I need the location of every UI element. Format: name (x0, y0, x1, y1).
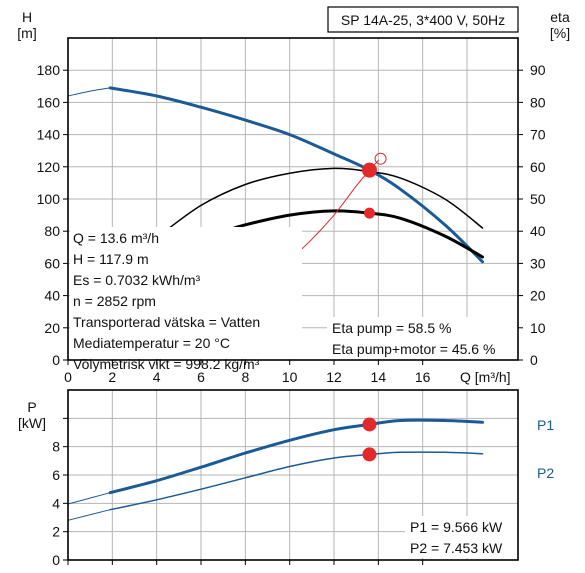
info-line: Transporterad vätska = Vatten (73, 314, 260, 330)
power-axis-unit: [kW] (18, 415, 46, 431)
y-right-tick-label: 0 (530, 352, 538, 368)
power-tick-label: 0 (52, 552, 60, 568)
efficiency-info-box (327, 317, 517, 359)
y-left-tick-label: 180 (37, 62, 61, 78)
title-box: SP 14A-25, 3*400 V, 50Hz (327, 6, 519, 33)
y-left-axis-label: H (22, 9, 32, 25)
x-axis-label: Q [m³/h] (460, 369, 511, 385)
y-left-tick-label: 40 (44, 288, 60, 304)
bottom-chart-points (362, 417, 377, 462)
operating-point-info-box (70, 227, 302, 359)
y-left-tick-label: 80 (44, 223, 60, 239)
power-curve-3 (67, 509, 111, 521)
series-label-p1: P1 (537, 417, 554, 433)
x-tick-label: 8 (241, 369, 249, 385)
curve-series-0 (108, 86, 484, 264)
bottom-chart-grid (68, 390, 518, 560)
chart-title: SP 14A-25, 3*400 V, 50Hz (341, 12, 505, 28)
y-right-tick-label: 60 (530, 159, 546, 175)
y-left-tick-label: 60 (44, 255, 60, 271)
y-left-tick-label: 140 (37, 127, 61, 143)
info-line: Mediatemperatur = 20 °C (73, 335, 230, 351)
top-chart-points (361, 152, 387, 219)
bottom-chart-ticks: 0 2 4 6 8 (52, 417, 424, 568)
x-tick-label: 10 (282, 369, 298, 385)
x-tick-label: 14 (371, 369, 387, 385)
power-point-marker (362, 447, 377, 462)
info-line: Q = 13.6 m³/h (73, 230, 159, 246)
eta-pump-motor-text: Eta pump+motor = 45.6 % (332, 341, 495, 357)
info-line: Es = 0.7032 kWh/m³ (73, 272, 201, 288)
curve-series-1 (67, 87, 111, 97)
y-right-tick-label: 80 (530, 94, 546, 110)
operating-point-marker (363, 207, 375, 219)
curve-series-3 (228, 209, 484, 259)
x-tick-label: 4 (153, 369, 161, 385)
y-right-tick-label: 20 (530, 288, 546, 304)
operating-point-marker (361, 162, 377, 178)
efficiency-info: Eta pump = 58.5 % Eta pump+motor = 45.6 … (332, 320, 495, 357)
power-tick-label: 4 (52, 495, 60, 511)
power-tick-label: 2 (52, 524, 60, 540)
power-tick-label: 6 (52, 467, 60, 483)
power-curve-0 (108, 418, 484, 495)
x-tick-label: 16 (415, 369, 431, 385)
p1-value-text: P1 = 9.566 kW (410, 519, 503, 535)
y-left-tick-label: 160 (37, 94, 61, 110)
power-axis-label: P (27, 399, 36, 415)
operating-point-info: Q = 13.6 m³/h H = 117.9 m Es = 0.7032 kW… (73, 230, 260, 372)
y-right-axis-unit: [%] (550, 25, 570, 41)
power-curve-2 (109, 451, 484, 511)
operating-point-marker (374, 152, 387, 165)
info-line: Volymetrisk vikt = 998.2 kg/m³ (73, 356, 260, 372)
x-tick-label: 12 (326, 369, 342, 385)
y-right-tick-label: 50 (530, 191, 546, 207)
y-right-tick-label: 30 (530, 255, 546, 271)
y-right-tick-label: 90 (530, 62, 546, 78)
series-label-p2: P2 (537, 465, 554, 481)
x-tick-label: 2 (108, 369, 116, 385)
power-curve-1 (67, 492, 111, 505)
power-point-marker (362, 417, 377, 432)
p2-value-text: P2 = 7.453 kW (410, 540, 503, 556)
x-tick-label: 0 (64, 369, 72, 385)
bottom-chart-curves (67, 418, 484, 521)
top-chart-ticks: 0 2 4 6 8 10 12 14 16020406080100120140160180010… (37, 62, 546, 385)
y-left-tick-label: 20 (44, 320, 60, 336)
power-tick-label: 8 (52, 439, 60, 455)
y-right-tick-label: 40 (530, 223, 546, 239)
info-line: H = 117.9 m (73, 251, 149, 267)
y-left-axis-unit: [m] (17, 25, 36, 41)
eta-pump-text: Eta pump = 58.5 % (332, 320, 451, 336)
info-line: n = 2852 rpm (73, 293, 156, 309)
power-info-box (405, 516, 517, 558)
curve-series-2 (155, 167, 484, 239)
y-right-tick-label: 10 (530, 320, 546, 336)
y-left-tick-label: 120 (37, 159, 61, 175)
y-right-axis-label: eta (550, 9, 570, 25)
y-left-tick-label: 100 (37, 191, 61, 207)
y-left-tick-label: 0 (52, 352, 60, 368)
x-tick-label: 6 (197, 369, 205, 385)
y-right-tick-label: 70 (530, 127, 546, 143)
